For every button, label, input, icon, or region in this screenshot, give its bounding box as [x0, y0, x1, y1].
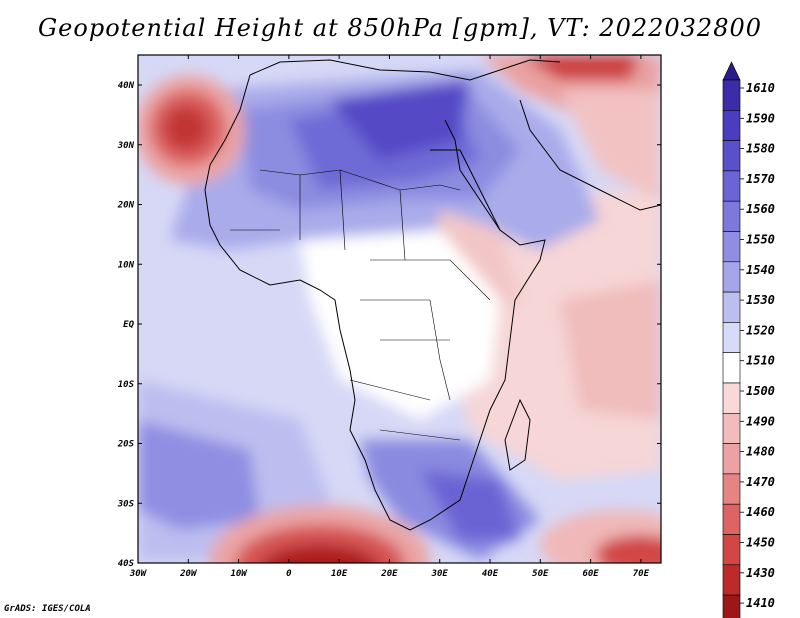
lon-label: 20E	[380, 569, 398, 579]
colorbar-swatch	[722, 170, 741, 202]
colorbar: 1610 1590 1580 1570 1560 1550 1540 1530 1520 1510…	[722, 61, 775, 618]
colorbar-label: 1490	[746, 414, 775, 428]
colorbar-label: 1590	[746, 111, 775, 125]
colorbar-swatch	[722, 534, 741, 566]
lon-label: 50E	[532, 569, 549, 579]
lon-label: 70E	[633, 569, 650, 579]
map-title: Geopotential Height at 850hPa [gpm], VT:…	[38, 14, 762, 42]
colorbar-label: 1460	[746, 505, 775, 519]
axis-ticks	[137, 55, 661, 564]
colorbar-label: 1520	[746, 323, 775, 337]
lat-label: 40S	[118, 559, 135, 569]
colorbar-swatch	[722, 140, 741, 172]
colorbar-label: 1410	[746, 596, 775, 610]
colorbar-label: 1530	[746, 293, 775, 307]
colorbar-label: 1480	[746, 445, 775, 459]
colorbar-swatch	[722, 412, 741, 444]
colorbar-swatch	[722, 231, 741, 263]
lat-label: 10N	[118, 260, 135, 270]
lon-label: 10W	[230, 569, 248, 579]
colorbar-label: 1540	[746, 263, 775, 277]
colorbar-swatch	[722, 110, 741, 141]
colorbar-swatch	[722, 322, 741, 353]
country-borders	[230, 169, 491, 441]
credit-label: GrADS: IGES/COLA	[4, 604, 91, 614]
lat-label: EQ	[123, 320, 134, 330]
lat-label: 20N	[117, 201, 135, 211]
lon-label: 40E	[482, 569, 499, 579]
colorbar-label: 1450	[746, 536, 775, 550]
lon-label: 30W	[129, 569, 148, 579]
lat-label: 30N	[117, 141, 135, 151]
colorbar-label: 1550	[746, 233, 775, 247]
lat-label: 10S	[118, 380, 135, 390]
colorbar-swatch	[722, 291, 741, 323]
lat-labels: 40N 30N 20N 10N EQ 10S 20S 30S 40S	[117, 81, 135, 569]
lon-label: 20W	[179, 569, 198, 579]
colorbar-label: 1560	[746, 202, 775, 216]
colorbar-swatch	[722, 382, 741, 414]
height-field	[138, 55, 661, 563]
colorbar-swatch	[722, 443, 741, 475]
coastline	[204, 59, 661, 531]
colorbar-swatch	[722, 200, 741, 232]
colorbar-label: 1580	[746, 142, 775, 156]
colorbar-label: 1610	[746, 81, 775, 95]
colorbar-swatch	[722, 564, 741, 596]
lat-label: 30S	[117, 499, 135, 509]
lon-label: 30E	[431, 569, 449, 579]
colorbar-label: 1470	[746, 475, 775, 489]
colorbar-swatch	[722, 503, 741, 535]
colorbar-swatch	[722, 261, 741, 293]
lon-label: 0	[286, 569, 292, 579]
colorbar-arrow-top	[722, 61, 741, 81]
colorbar-label: 1430	[746, 566, 775, 580]
colorbar-swatch	[722, 79, 741, 111]
lat-label: 40N	[118, 81, 135, 91]
colorbar-swatch	[722, 352, 741, 384]
lon-label: 60E	[582, 569, 599, 579]
colorbar-swatch	[722, 473, 741, 505]
lon-labels: 30W 20W 10W 0 10E 20E 30E 40E 50E 60E 70E	[129, 569, 650, 579]
lat-label: 20S	[117, 440, 135, 450]
colorbar-label: 1510	[746, 354, 775, 368]
map-frame	[137, 54, 662, 564]
colorbar-label: 1570	[746, 172, 775, 186]
colorbar-label: 1500	[746, 384, 775, 398]
colorbar-swatch	[722, 594, 741, 618]
lon-label: 10E	[331, 569, 348, 579]
